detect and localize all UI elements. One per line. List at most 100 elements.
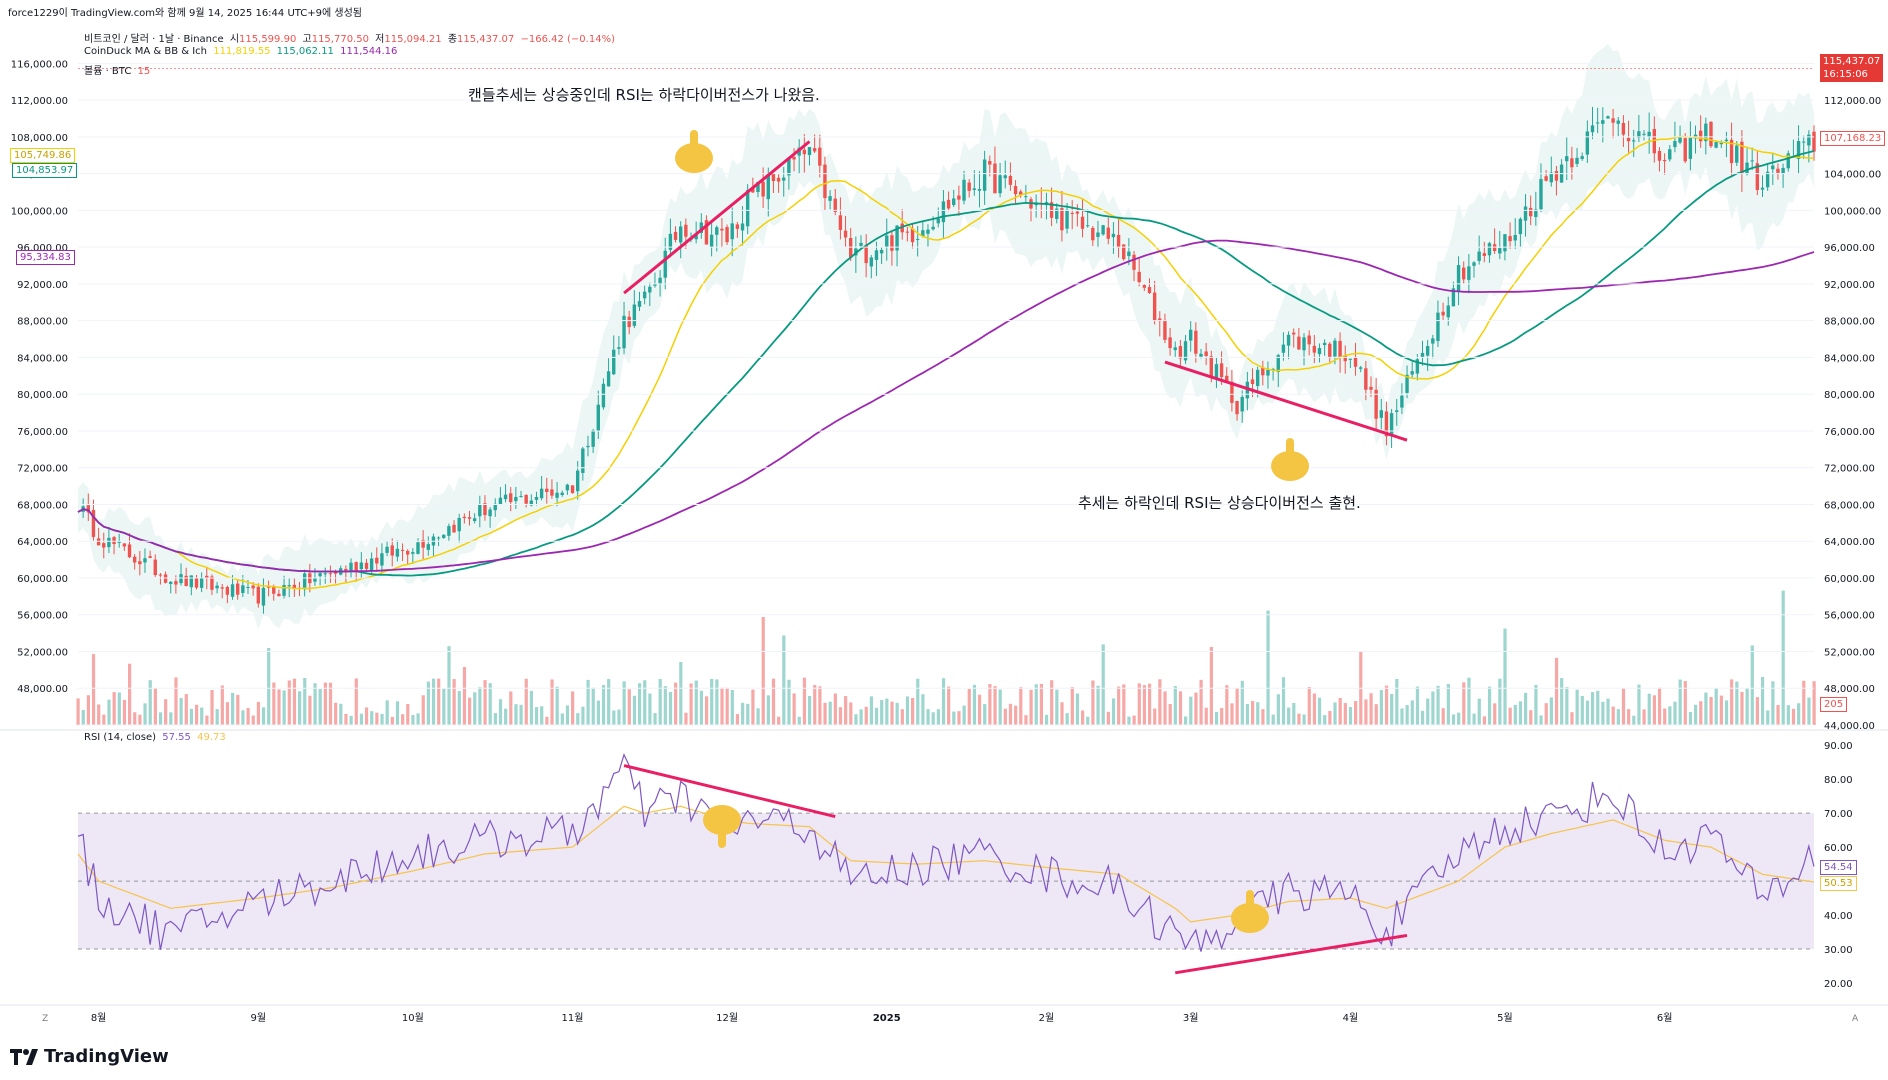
rsi-legend[interactable]: RSI (14, close) 57.55 49.73 bbox=[84, 732, 229, 743]
volume-bar bbox=[220, 685, 224, 725]
price-axis-tick-label: 64,000.00 bbox=[1824, 537, 1875, 548]
candle-body bbox=[1070, 213, 1074, 215]
candle-body bbox=[787, 158, 791, 176]
volume-bar bbox=[1101, 644, 1105, 725]
candle-body bbox=[622, 315, 626, 349]
candle-body bbox=[890, 235, 894, 251]
candle-body bbox=[1307, 335, 1311, 345]
volume-bar bbox=[138, 714, 142, 725]
rsi-name[interactable]: RSI (14, close) bbox=[84, 732, 157, 743]
volume-bar bbox=[1070, 687, 1074, 725]
rsi-line[interactable] bbox=[77, 753, 1815, 952]
volume-bar bbox=[601, 684, 606, 725]
volume-bar bbox=[1498, 678, 1502, 725]
candle-body bbox=[302, 573, 307, 590]
annotation-bullish-divergence[interactable]: 추세는 하락인데 RSI는 상승다이버전스 출현. bbox=[1078, 494, 1361, 512]
volume-bar bbox=[1797, 703, 1801, 725]
candle-body bbox=[993, 163, 997, 194]
candle-body bbox=[782, 177, 786, 181]
rsi-panel[interactable] bbox=[0, 729, 1888, 952]
candle-body bbox=[1328, 343, 1332, 358]
candle-body bbox=[658, 277, 662, 284]
volume-bar bbox=[189, 708, 194, 725]
volume-bar bbox=[1225, 685, 1229, 725]
volume-bar bbox=[1652, 695, 1657, 725]
left-axis-tick-label: 56,000.00 bbox=[17, 611, 68, 622]
volume-bar bbox=[1055, 689, 1059, 725]
rsi-ma-line[interactable] bbox=[77, 805, 1815, 923]
volume-bar bbox=[1575, 689, 1579, 725]
axis-corner-left[interactable]: Z bbox=[42, 1014, 48, 1024]
candle-body bbox=[885, 235, 889, 247]
divergence-line[interactable] bbox=[1174, 933, 1408, 975]
candle-body bbox=[503, 494, 508, 500]
volume-bar bbox=[741, 702, 745, 725]
candle-body bbox=[838, 215, 843, 230]
moving-average-mid[interactable] bbox=[77, 150, 1815, 577]
volume-bar bbox=[462, 666, 467, 725]
volume-bar bbox=[334, 702, 338, 725]
volume-name[interactable]: 볼륨 · BTC bbox=[84, 66, 132, 77]
volume-bar bbox=[612, 710, 616, 725]
candle-body bbox=[1719, 142, 1723, 145]
candle-body bbox=[478, 504, 482, 517]
candle-body bbox=[952, 198, 956, 205]
axis-corner-right[interactable]: A bbox=[1852, 1014, 1859, 1024]
divergence-line[interactable] bbox=[623, 140, 811, 295]
volume-bar bbox=[550, 679, 554, 725]
volume-bar bbox=[674, 682, 678, 725]
price-axis-tick-label: 56,000.00 bbox=[1824, 611, 1875, 622]
rsi-axis-tick-label: 30.00 bbox=[1824, 945, 1853, 956]
rsi-value-1: 57.55 bbox=[162, 732, 191, 743]
tradingview-logo[interactable]: TradingView bbox=[10, 1046, 169, 1067]
candle-body bbox=[194, 577, 199, 588]
divergence-line[interactable] bbox=[623, 764, 836, 818]
symbol-name[interactable]: 비트코인 / 달러 · 1날 · Binance bbox=[84, 34, 224, 45]
volume-bar bbox=[1281, 677, 1286, 725]
volume-bar bbox=[385, 700, 389, 725]
volume-bar bbox=[643, 680, 647, 725]
volume-bar bbox=[828, 701, 832, 725]
moving-average-slow[interactable] bbox=[77, 239, 1815, 573]
volume-bar bbox=[483, 680, 487, 725]
candle-body bbox=[1008, 175, 1013, 185]
annotation-bearish-divergence[interactable]: 캔들추세는 상승중인데 RSI는 하락다이버전스가 나왔음. bbox=[468, 86, 820, 104]
indicator-legend[interactable]: CoinDuck MA & BB & Ich 111,819.55 115,06… bbox=[84, 46, 400, 57]
candle-body bbox=[1219, 363, 1224, 378]
volume-bar bbox=[1276, 694, 1280, 725]
volume-bar bbox=[102, 714, 106, 725]
volume-bar bbox=[1111, 698, 1116, 725]
candle-body bbox=[967, 182, 971, 191]
volume-bar bbox=[1168, 704, 1172, 725]
indicator-name[interactable]: CoinDuck MA & BB & Ich bbox=[84, 46, 208, 57]
volume-bar bbox=[746, 703, 750, 725]
volume-bar bbox=[1395, 678, 1399, 725]
candle-body bbox=[1235, 400, 1239, 415]
volume-bar bbox=[1307, 686, 1311, 725]
candle-body bbox=[771, 173, 776, 182]
volume-legend[interactable]: 볼륨 · BTC 15 bbox=[84, 62, 153, 77]
volume-bar bbox=[1302, 714, 1306, 725]
candle-body bbox=[1688, 137, 1693, 159]
candle-body bbox=[1508, 236, 1512, 242]
time-axis-tick-label: 8월 bbox=[91, 1012, 107, 1024]
volume-bar bbox=[473, 692, 477, 725]
volume-bar bbox=[1513, 704, 1517, 725]
volume-bar bbox=[1657, 687, 1662, 725]
volume-bar bbox=[1199, 679, 1203, 725]
time-axis-tick-label: 3월 bbox=[1183, 1012, 1199, 1024]
volume-bar bbox=[375, 712, 379, 725]
volume-bar bbox=[1189, 696, 1193, 725]
low-label: 저 bbox=[375, 34, 385, 45]
left-axis-tick-label: 76,000.00 bbox=[17, 427, 68, 438]
divergence-line[interactable] bbox=[1164, 360, 1408, 442]
volume-bar bbox=[1580, 696, 1584, 725]
countdown-value: 16:15:06 bbox=[1823, 69, 1868, 80]
candle-body bbox=[1168, 337, 1172, 349]
volume-bar bbox=[1482, 716, 1487, 725]
volume-bar bbox=[1637, 684, 1641, 725]
volume-bar bbox=[1292, 702, 1296, 725]
candle-body bbox=[565, 484, 570, 491]
candle-body bbox=[467, 517, 472, 519]
